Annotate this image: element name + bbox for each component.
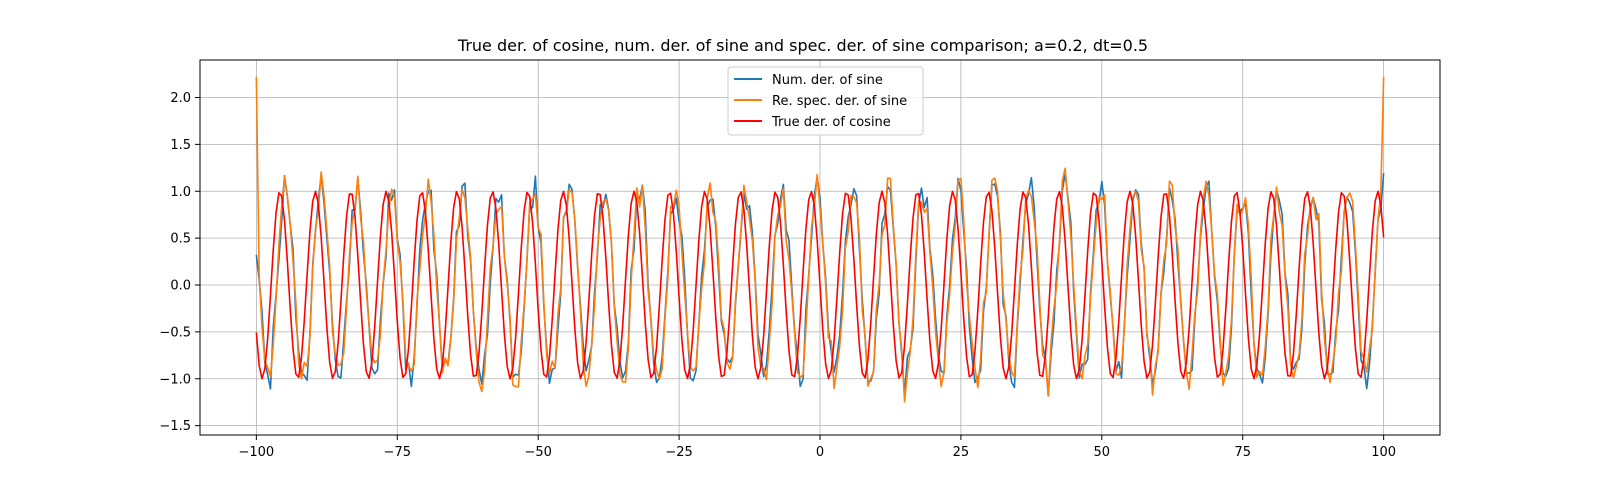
y-axis: −1.5 −1.0 −0.5 0.0 0.5 1.0 1.5 2.0	[159, 91, 200, 434]
legend-label-true-der: True der. of cosine	[771, 115, 891, 130]
x-tick-label: 0	[816, 445, 824, 460]
x-tick-label: −25	[665, 445, 692, 460]
y-tick-label: 2.0	[170, 91, 191, 106]
x-tick-label: 100	[1371, 445, 1396, 460]
x-tick-label: −100	[239, 445, 275, 460]
x-tick-label: 75	[1234, 445, 1251, 460]
y-tick-label: 0.5	[170, 232, 191, 247]
legend-label-spec-der: Re. spec. der. of sine	[772, 94, 907, 109]
x-tick-label: 25	[953, 445, 970, 460]
series-true-der-of-cosine	[255, 190, 1385, 380]
y-tick-label: 1.5	[170, 138, 191, 153]
series-layer	[255, 76, 1385, 403]
series-re-spec-der-of-sine	[255, 76, 1385, 403]
chart-title: True der. of cosine, num. der. of sine a…	[457, 36, 1148, 55]
y-tick-label: −0.5	[159, 325, 191, 340]
x-tick-label: 50	[1094, 445, 1111, 460]
x-tick-label: −50	[524, 445, 551, 460]
legend-label-num-der: Num. der. of sine	[772, 73, 883, 88]
y-tick-label: 1.0	[170, 185, 191, 200]
x-tick-label: −75	[384, 445, 411, 460]
x-axis: −100 −75 −50 −25 0 25 50 75 100	[239, 435, 1396, 460]
y-tick-label: −1.5	[159, 419, 191, 434]
legend: Num. der. of sine Re. spec. der. of sine…	[727, 66, 924, 136]
y-tick-label: −1.0	[159, 372, 191, 387]
legend-box	[727, 66, 924, 136]
y-tick-label: 0.0	[170, 279, 191, 294]
